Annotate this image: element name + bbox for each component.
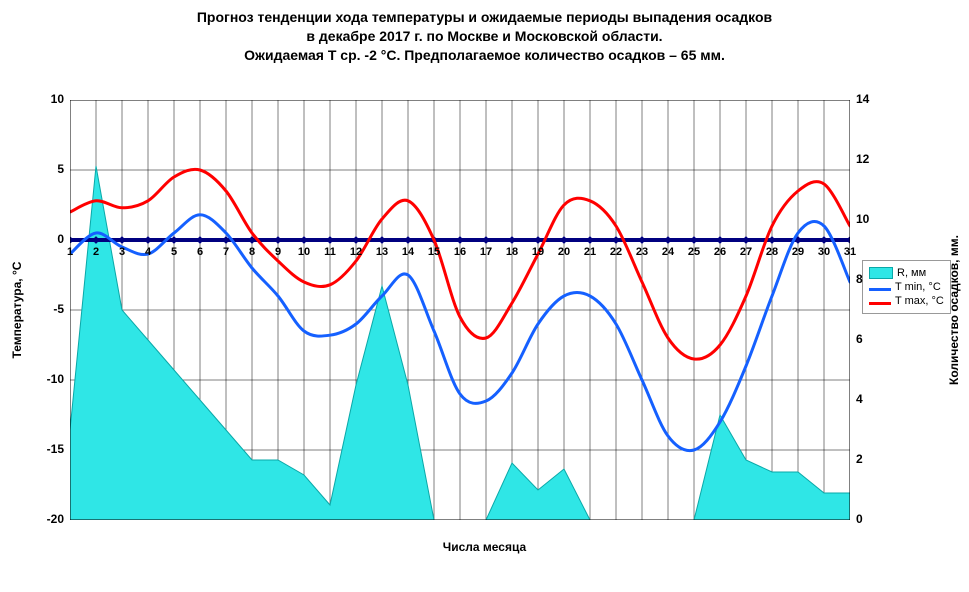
y-right-tick: 12	[856, 152, 888, 166]
legend-label: T max, °С	[895, 295, 944, 307]
x-tick: 22	[610, 246, 622, 258]
y-left-axis-label: Температура, °С	[10, 262, 24, 359]
x-tick: 8	[249, 246, 255, 258]
x-tick: 2	[93, 246, 99, 258]
x-tick: 17	[480, 246, 492, 258]
x-tick: 6	[197, 246, 203, 258]
y-right-tick: 14	[856, 92, 888, 106]
plot-area	[70, 100, 850, 520]
x-tick: 1	[67, 246, 73, 258]
y-right-tick: 4	[856, 392, 888, 406]
chart-title: Прогноз тенденции хода температуры и ожи…	[0, 8, 969, 65]
x-tick: 29	[792, 246, 804, 258]
x-tick: 9	[275, 246, 281, 258]
x-tick: 16	[454, 246, 466, 258]
x-tick: 26	[714, 246, 726, 258]
y-left-tick: -10	[32, 372, 64, 386]
y-right-tick: 10	[856, 212, 888, 226]
x-tick: 7	[223, 246, 229, 258]
y-right-tick: 2	[856, 452, 888, 466]
y-left-tick: 0	[32, 232, 64, 246]
legend-label: R, мм	[897, 267, 926, 279]
y-right-tick: 8	[856, 272, 888, 286]
x-tick: 5	[171, 246, 177, 258]
y-right-tick: 0	[856, 512, 888, 526]
x-tick: 20	[558, 246, 570, 258]
legend-label: T min, °С	[895, 281, 941, 293]
legend-swatch	[869, 302, 891, 305]
x-tick: 25	[688, 246, 700, 258]
x-axis-label: Числа месяца	[0, 540, 969, 554]
y-left-tick: -5	[32, 302, 64, 316]
chart-container: Прогноз тенденции хода температуры и ожи…	[0, 0, 969, 592]
x-tick: 27	[740, 246, 752, 258]
x-tick: 3	[119, 246, 125, 258]
x-tick: 15	[428, 246, 440, 258]
y-left-tick: 5	[32, 162, 64, 176]
x-tick: 12	[350, 246, 362, 258]
plot-svg	[70, 100, 850, 520]
x-tick: 18	[506, 246, 518, 258]
x-tick: 31	[844, 246, 856, 258]
x-tick: 23	[636, 246, 648, 258]
x-tick: 11	[324, 246, 336, 258]
x-tick: 19	[532, 246, 544, 258]
x-tick: 21	[584, 246, 596, 258]
x-tick: 10	[298, 246, 310, 258]
x-tick: 24	[662, 246, 674, 258]
legend: R, мм T min, °С T max, °С	[862, 260, 951, 314]
legend-swatch	[869, 288, 891, 291]
x-tick: 14	[402, 246, 414, 258]
y-left-tick: -20	[32, 512, 64, 526]
y-left-tick: 10	[32, 92, 64, 106]
x-tick: 4	[145, 246, 151, 258]
y-left-tick: -15	[32, 442, 64, 456]
y-right-tick: 6	[856, 332, 888, 346]
x-tick: 28	[766, 246, 778, 258]
x-tick: 30	[818, 246, 830, 258]
legend-item-tmax: T max, °С	[869, 295, 944, 307]
x-tick: 13	[376, 246, 388, 258]
